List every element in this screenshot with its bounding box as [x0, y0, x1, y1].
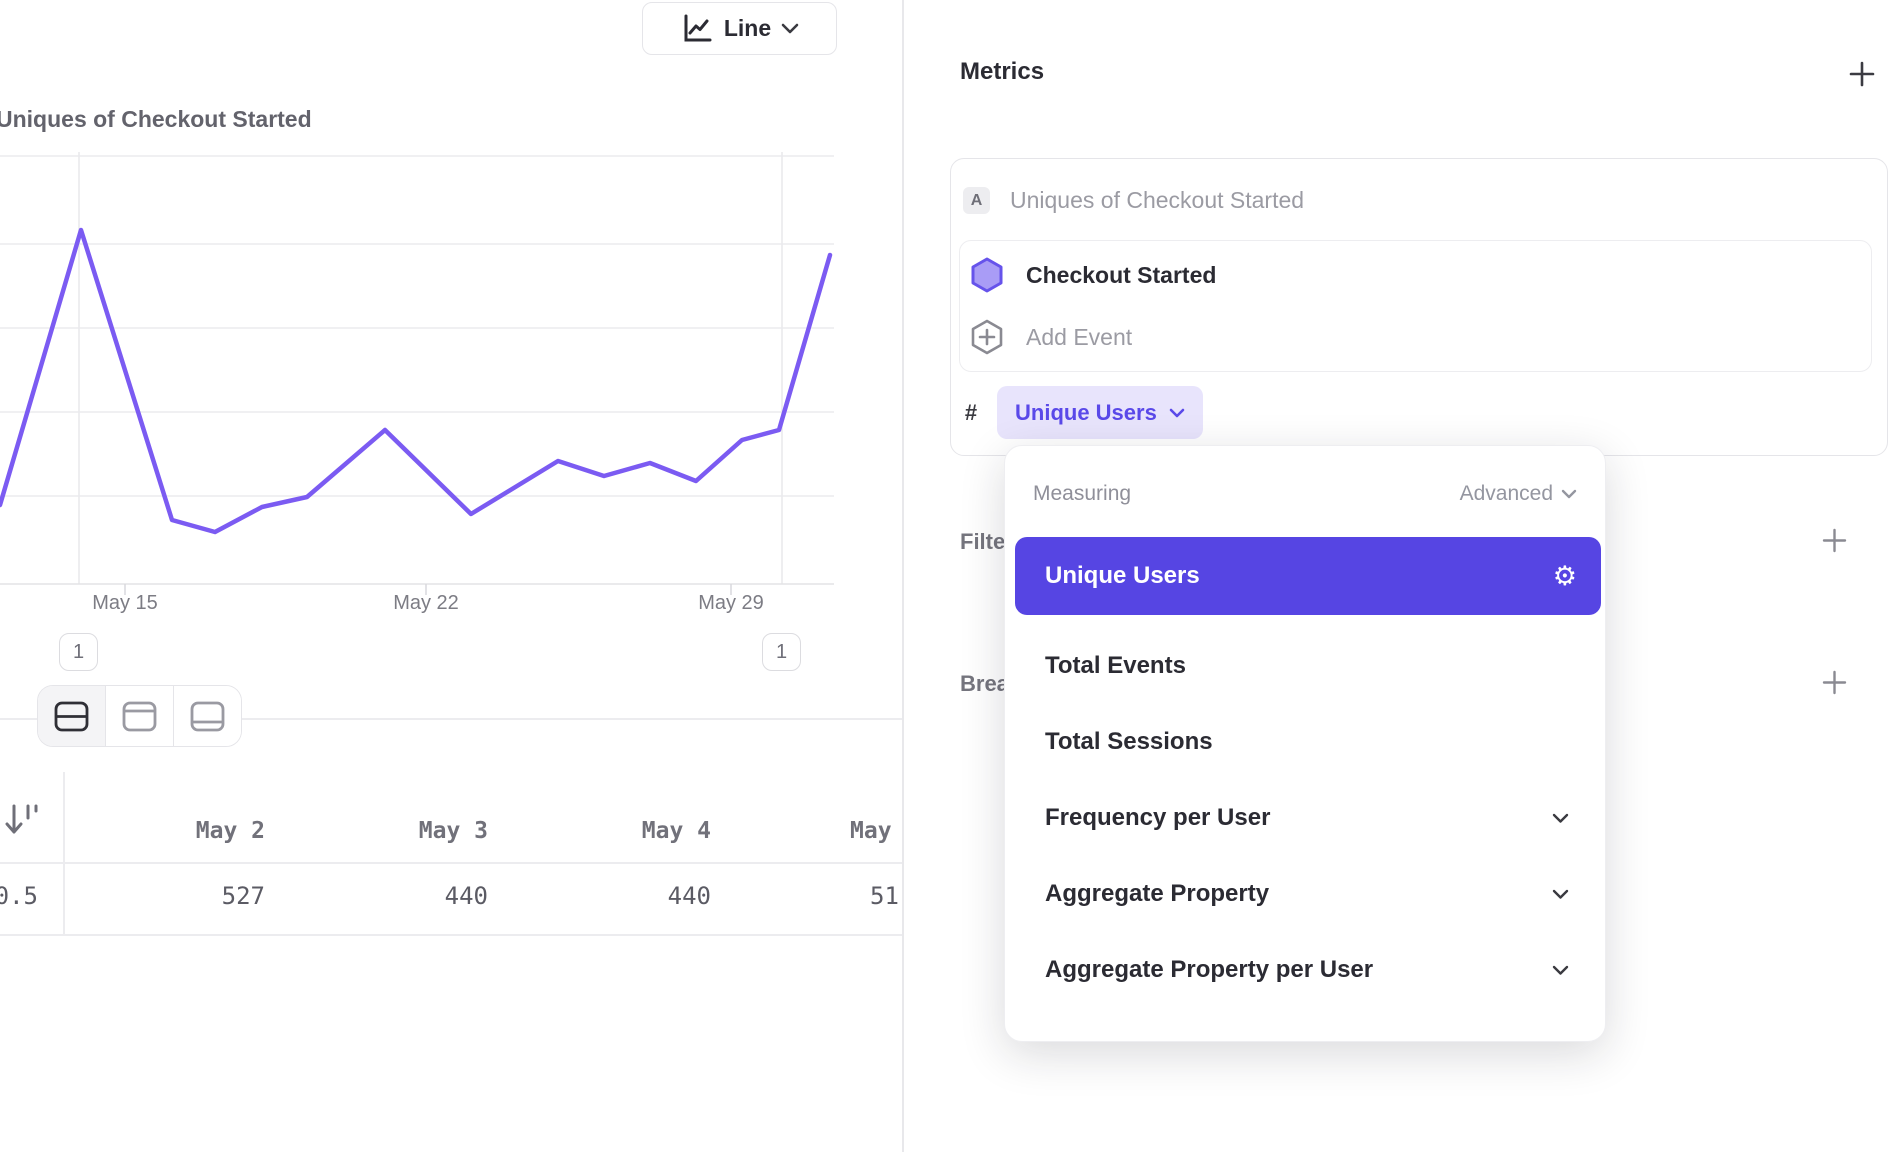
chart-title: Uniques of Checkout Started: [0, 106, 312, 132]
chevron-down-icon: [781, 23, 799, 34]
table-header: May 2: [195, 818, 265, 844]
table-header-divider: [0, 862, 902, 864]
table-header: May: [850, 818, 892, 844]
plus-icon: [1822, 670, 1847, 695]
view-toggle-table-only[interactable]: [173, 686, 241, 746]
split-view-icon: [54, 701, 89, 731]
chart-panel: Line Uniques of Checkout Started: [0, 0, 902, 1152]
chevron-down-icon: [1552, 889, 1569, 899]
table-header: May 4: [641, 818, 711, 844]
measuring-menu-header: Measuring Advanced: [1033, 482, 1577, 506]
gear-icon[interactable]: ⚙: [1552, 560, 1577, 592]
event-box: Checkout Started Add Event: [959, 240, 1872, 372]
advanced-toggle[interactable]: Advanced: [1460, 482, 1577, 506]
line-chart: [0, 152, 834, 595]
add-event-label: Add Event: [1026, 323, 1133, 350]
selected-option-label: Unique Users: [1045, 562, 1200, 589]
chart-line[interactable]: [0, 227, 833, 535]
view-toggle-split[interactable]: [38, 686, 105, 746]
table-only-icon: [190, 701, 225, 731]
chevron-down-icon: [1552, 813, 1569, 823]
add-event-row[interactable]: Add Event: [970, 309, 1871, 365]
metric-card-header: A Uniques of Checkout Started: [963, 187, 1304, 214]
table-cell: 51: [870, 882, 899, 910]
menu-item-total-sessions[interactable]: Total Sessions: [1015, 704, 1601, 780]
sort-icon[interactable]: [2, 802, 40, 840]
metric-card: A Uniques of Checkout Started Checkout S…: [950, 158, 1888, 456]
add-metric-button[interactable]: [1848, 60, 1876, 88]
menu-item-aggregate-property-per-user[interactable]: Aggregate Property per User: [1015, 932, 1601, 1008]
metric-letter-badge: A: [963, 187, 990, 214]
table-cell: 440: [667, 882, 711, 910]
chart-only-icon: [122, 701, 157, 731]
line-chart-icon: [684, 14, 712, 41]
add-breakdown-button[interactable]: [1822, 670, 1847, 695]
metrics-heading: Metrics: [960, 58, 1045, 85]
view-toggle: [37, 685, 242, 747]
section-divider: [0, 718, 37, 720]
add-filter-button[interactable]: [1822, 528, 1847, 553]
plus-icon: [1849, 61, 1875, 87]
chevron-down-icon: [1552, 965, 1569, 975]
event-hexagon-icon: [971, 257, 1003, 293]
table-column-divider: [63, 772, 65, 934]
view-toggle-chart-only[interactable]: [105, 686, 173, 746]
table-cell: 527: [221, 882, 265, 910]
menu-item-total-events[interactable]: Total Events: [1015, 628, 1601, 704]
chart-type-button[interactable]: Line: [642, 2, 837, 55]
chart-type-label: Line: [723, 15, 772, 41]
advanced-label: Advanced: [1459, 482, 1553, 505]
measuring-dropdown-menu: Measuring Advanced Unique Users ⚙ Total …: [1004, 445, 1606, 1042]
table-cell: 440: [444, 882, 488, 910]
measure-row: # Unique Users: [959, 386, 1203, 439]
x-tick-label: May 15: [92, 592, 158, 614]
chevron-down-icon: [1561, 489, 1577, 499]
menu-item-aggregate-property[interactable]: Aggregate Property: [1015, 856, 1601, 932]
measuring-label: Measuring: [1033, 482, 1132, 505]
measurement-label: Unique Users: [1015, 399, 1157, 425]
annotation-marker-badge[interactable]: 1: [59, 633, 98, 671]
number-measure-icon: #: [964, 399, 978, 425]
measurement-dropdown-button[interactable]: Unique Users: [997, 386, 1203, 439]
event-row[interactable]: Checkout Started: [970, 247, 1871, 303]
x-tick-label: May 29: [698, 592, 764, 614]
chevron-down-icon: [1169, 408, 1185, 417]
menu-item-frequency-per-user[interactable]: Frequency per User: [1015, 780, 1601, 856]
annotation-marker-badge[interactable]: 1: [762, 633, 801, 671]
table-row-label: 0.5: [0, 882, 38, 910]
panel-divider: [902, 0, 904, 1152]
section-divider: [242, 718, 902, 720]
x-tick-label: May 22: [393, 592, 459, 614]
add-event-hexagon-icon: [971, 319, 1003, 355]
metric-title: Uniques of Checkout Started: [1010, 187, 1305, 213]
event-name: Checkout Started: [1026, 261, 1217, 288]
menu-item-unique-users-selected[interactable]: Unique Users ⚙: [1015, 537, 1601, 615]
table-row-divider: [0, 934, 902, 936]
table-header: May 3: [418, 818, 488, 844]
plus-icon: [1822, 528, 1847, 553]
